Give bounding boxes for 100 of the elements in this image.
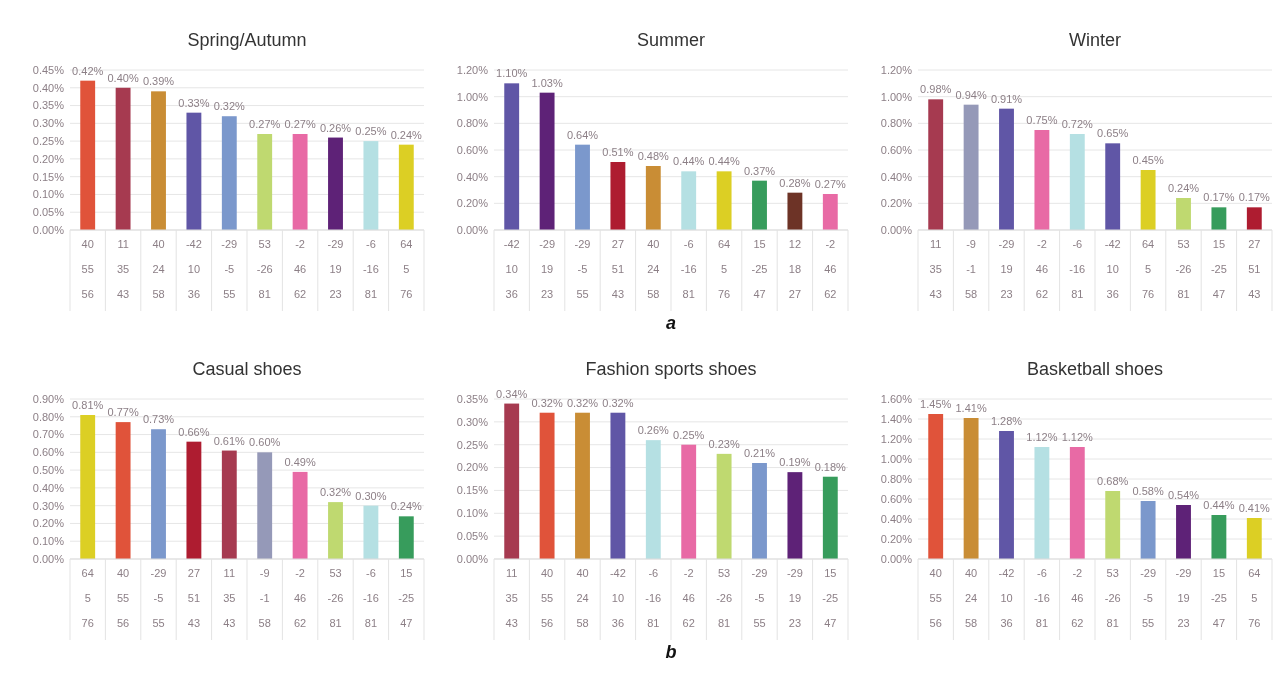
bar xyxy=(1069,447,1085,559)
y-tick-label: 0.30% xyxy=(456,415,489,428)
data-label: 0.30% xyxy=(355,489,387,502)
x-tick-label: -6 -16 81 xyxy=(362,567,379,629)
bar xyxy=(398,516,414,559)
data-label: 0.94% xyxy=(955,88,987,101)
x-tick-label: 12 18 27 xyxy=(788,238,802,300)
y-tick-label: 1.20% xyxy=(456,63,489,76)
x-tick-label: 27 51 43 xyxy=(611,238,625,300)
x-tick-label: 40 55 56 xyxy=(81,238,94,300)
y-tick-label: 0.60% xyxy=(456,143,489,156)
x-tick-label: -6 -16 81 xyxy=(645,567,662,629)
x-tick-label: 40 24 58 xyxy=(576,567,589,629)
bar xyxy=(1140,501,1156,559)
bar xyxy=(257,452,273,559)
data-label: 0.98% xyxy=(920,83,952,96)
data-label: 0.32% xyxy=(566,396,599,409)
bar xyxy=(681,171,697,230)
text: b xyxy=(665,642,677,662)
x-tick-label: -29 19 23 xyxy=(786,567,803,629)
y-tick-label: 0.80% xyxy=(880,117,913,130)
data-label: 0.75% xyxy=(1026,114,1058,126)
data-label: 0.28% xyxy=(779,176,811,189)
x-tick-label: 40 24 58 xyxy=(152,238,165,300)
x-tick-label: -29 19 23 xyxy=(998,238,1015,300)
data-label: 0.49% xyxy=(284,455,316,468)
data-label: 0.41% xyxy=(1238,502,1271,514)
y-tick-label: 1.40% xyxy=(880,412,913,425)
x-tick-label: 11 35 43 xyxy=(929,238,942,300)
y-tick-label: 1.00% xyxy=(880,90,913,103)
data-label: 0.24% xyxy=(390,500,423,513)
x-tick-label: 27 51 43 xyxy=(187,567,201,629)
data-label: 1.12% xyxy=(1061,431,1094,443)
bar xyxy=(681,444,697,559)
y-tick-label: 1.20% xyxy=(880,432,913,445)
x-tick-label: 15 -25 47 xyxy=(398,567,415,629)
y-tick-label: 0.30% xyxy=(32,499,65,512)
x-tick-label: -9 -1 58 xyxy=(258,567,271,629)
data-label: 0.72% xyxy=(1061,118,1094,130)
data-label: 0.32% xyxy=(213,100,246,113)
y-tick-label: 0.10% xyxy=(32,188,65,201)
data-label: 0.26% xyxy=(319,121,352,134)
data-label: 0.39% xyxy=(142,75,175,88)
x-tick-label: -9 -1 58 xyxy=(964,238,978,300)
bar xyxy=(186,441,202,559)
bar xyxy=(257,134,273,230)
x-tick-label: 40 55 56 xyxy=(540,567,554,629)
bar xyxy=(115,87,131,230)
text: a xyxy=(665,313,677,333)
bar xyxy=(575,412,590,559)
bar xyxy=(363,141,379,230)
y-tick-label: 0.90% xyxy=(32,392,65,405)
bar xyxy=(539,92,555,230)
bar xyxy=(1211,207,1227,230)
data-label: 0.24% xyxy=(1167,182,1200,194)
x-tick-label: 40 24 58 xyxy=(964,567,978,629)
x-tick-label: 40 24 58 xyxy=(647,238,660,300)
y-tick-label: 0.00% xyxy=(456,552,489,565)
y-tick-label: 1.20% xyxy=(880,63,913,76)
bar xyxy=(292,471,308,559)
data-label: 0.40% xyxy=(107,71,139,84)
data-label: 1.28% xyxy=(990,415,1023,427)
data-label: 0.58% xyxy=(1132,485,1164,497)
data-label: 0.60% xyxy=(249,436,281,449)
bar xyxy=(1176,198,1191,230)
bar xyxy=(80,415,96,559)
bar xyxy=(151,91,166,230)
data-label: 0.27% xyxy=(284,118,316,130)
data-label: 1.12% xyxy=(1026,431,1058,443)
bar xyxy=(610,162,626,230)
x-tick-label: -29 -5 55 xyxy=(1140,567,1157,629)
bar xyxy=(539,412,555,559)
chart-title: Fashion sports shoes xyxy=(585,359,757,379)
chart-title: Basketball shoes xyxy=(1026,359,1164,379)
bar xyxy=(363,505,379,559)
bar xyxy=(752,463,767,559)
data-label: 0.45% xyxy=(1132,154,1164,166)
x-tick-label: 53 -26 81 xyxy=(716,567,733,629)
data-label: 0.54% xyxy=(1167,489,1200,501)
x-tick-label: 15 -25 47 xyxy=(822,567,839,629)
bar xyxy=(1105,143,1121,230)
bar xyxy=(1140,170,1156,230)
y-tick-label: 0.60% xyxy=(880,492,913,505)
x-tick-label: 64 5 76 xyxy=(717,238,731,300)
x-tick-label: -42 10 36 xyxy=(609,567,626,629)
data-label: 0.44% xyxy=(1203,499,1235,511)
x-tick-label: -42 10 36 xyxy=(1104,238,1121,300)
data-label: 0.26% xyxy=(637,424,670,437)
bar xyxy=(1246,518,1262,559)
x-tick-label: -2 46 62 xyxy=(293,238,307,300)
x-tick-label: -6 -16 81 xyxy=(362,238,379,300)
y-tick-label: 1.00% xyxy=(880,452,913,465)
x-tick-label: -6 -16 81 xyxy=(1033,567,1050,629)
y-tick-label: 0.70% xyxy=(32,428,65,441)
x-tick-label: -42 10 36 xyxy=(998,567,1015,629)
bar xyxy=(716,453,732,559)
y-tick-label: 0.80% xyxy=(880,472,913,485)
y-tick-label: 0.80% xyxy=(32,410,65,423)
bar xyxy=(292,134,308,230)
y-tick-label: 0.15% xyxy=(456,484,489,497)
